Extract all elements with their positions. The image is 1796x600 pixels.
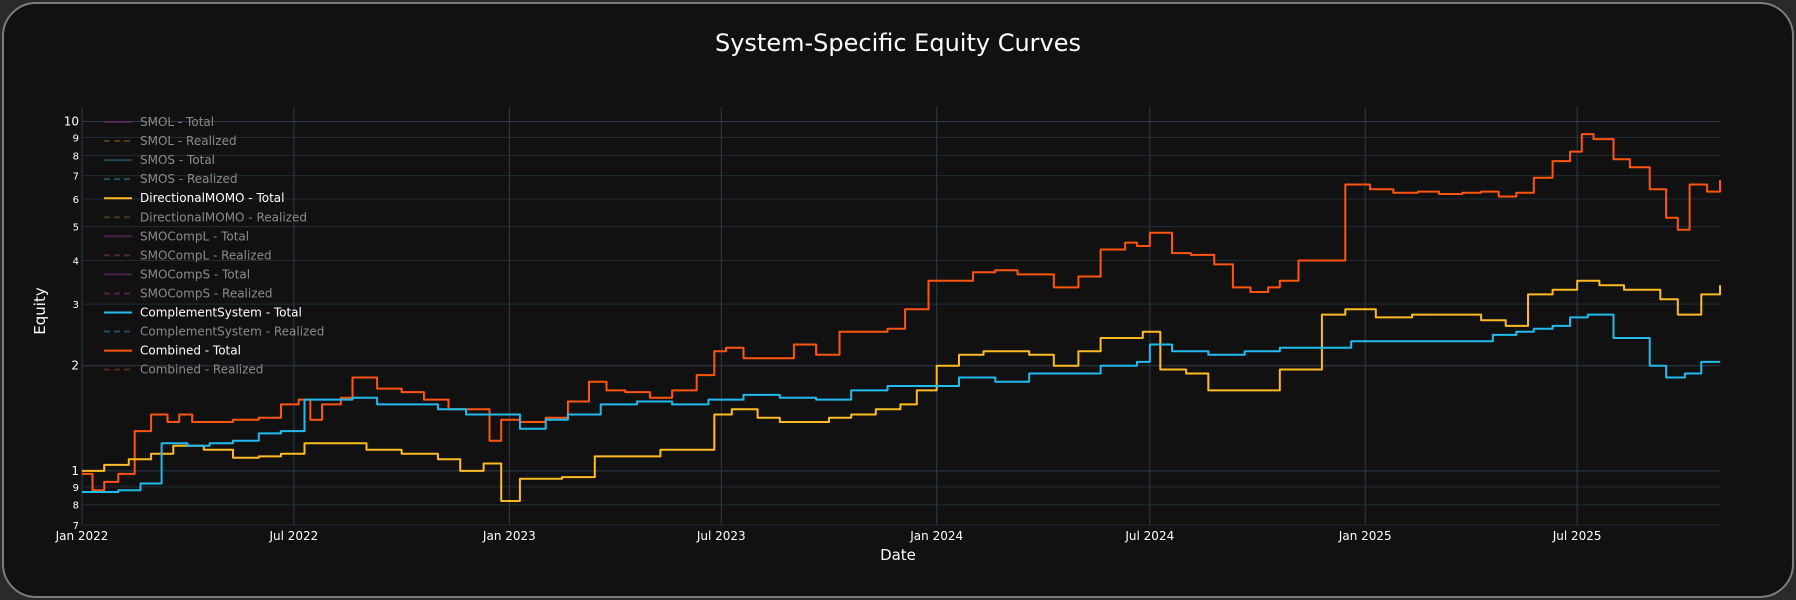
y-tick-label: 5: [73, 223, 79, 234]
legend-item[interactable]: SMOS - Total: [104, 153, 215, 167]
x-tick-label: Jan 2024: [909, 529, 963, 543]
legend-item[interactable]: SMOL - Total: [104, 115, 214, 129]
y-tick-label: 2: [71, 359, 79, 373]
legend-label: SMOCompS - Total: [140, 267, 250, 281]
y-tick-label: 8: [73, 501, 79, 512]
legend-label: Combined - Realized: [140, 363, 263, 377]
legend-label: Combined - Total: [140, 344, 241, 358]
x-axis-ticks: Jan 2022 Jul 2022 Jan 2023 Jul 2023 Jan 2024…: [55, 529, 1602, 543]
grid-lines: [81, 107, 1720, 526]
legend-item[interactable]: SMOCompL - Total: [104, 229, 249, 243]
legend-item[interactable]: DirectionalMOMO - Total: [104, 191, 284, 205]
y-tick-label: 9: [73, 133, 79, 144]
legend-label: SMOL - Total: [140, 115, 214, 129]
series-line-complementsystem-total: [82, 313, 1720, 493]
legend-item[interactable]: SMOCompS - Total: [104, 267, 250, 281]
x-tick-label: Jul 2023: [696, 529, 746, 543]
x-tick-label: Jul 2025: [1552, 529, 1602, 543]
chart-title: System-Specific Equity Curves: [715, 29, 1081, 57]
legend-item[interactable]: ComplementSystem - Realized: [104, 325, 324, 339]
y-tick-label: 7: [73, 172, 79, 183]
series-lines: [82, 133, 1721, 502]
legend-label: SMOCompS - Realized: [140, 286, 273, 300]
equity-chart: System-Specific Equity Curves Date Equit…: [31, 29, 1721, 564]
x-tick-label: Jan 2025: [1338, 529, 1392, 543]
y-tick-label: 3: [73, 300, 79, 311]
legend-label: SMOS - Total: [140, 153, 215, 167]
x-tick-label: Jul 2022: [268, 529, 318, 543]
y-tick-label: 9: [73, 483, 79, 494]
x-tick-label: Jul 2024: [1124, 529, 1174, 543]
legend-item[interactable]: Combined - Realized: [104, 363, 263, 377]
legend[interactable]: SMOL - Total SMOL - Realized SMOS - Total S…: [104, 115, 324, 377]
series-line-directionalmomo-total: [82, 279, 1721, 502]
y-tick-label: 4: [73, 257, 79, 268]
legend-label: SMOL - Realized: [140, 134, 237, 148]
legend-item[interactable]: Combined - Total: [104, 344, 241, 358]
legend-label: SMOS - Realized: [140, 172, 238, 186]
y-tick-label: 6: [73, 195, 79, 206]
x-axis-title: Date: [880, 546, 916, 564]
y-axis-title: Equity: [31, 287, 49, 335]
legend-label: DirectionalMOMO - Total: [140, 191, 284, 205]
legend-item[interactable]: SMOCompS - Realized: [104, 286, 273, 300]
legend-label: SMOCompL - Realized: [140, 248, 272, 262]
legend-item[interactable]: SMOCompL - Realized: [104, 248, 272, 262]
x-tick-label: Jan 2022: [55, 529, 109, 543]
legend-item[interactable]: SMOS - Realized: [104, 172, 238, 186]
legend-label: ComplementSystem - Total: [140, 306, 302, 320]
legend-label: ComplementSystem - Realized: [140, 325, 324, 339]
legend-item[interactable]: ComplementSystem - Total: [104, 306, 302, 320]
y-tick-label: 10: [64, 114, 79, 128]
legend-label: SMOCompL - Total: [140, 229, 249, 243]
legend-item[interactable]: DirectionalMOMO - Realized: [104, 210, 307, 224]
x-tick-label: Jan 2023: [482, 529, 536, 543]
y-tick-label: 1: [71, 464, 79, 478]
series-line-combined-total: [82, 133, 1721, 492]
legend-item[interactable]: SMOL - Realized: [104, 134, 237, 148]
y-tick-label: 8: [73, 151, 79, 162]
y-tick-label: 7: [73, 521, 79, 532]
y-axis-ticks: 1 2 10 7 8 9 3 4 5 6 7 8 9: [64, 114, 79, 532]
legend-label: DirectionalMOMO - Realized: [140, 210, 307, 224]
